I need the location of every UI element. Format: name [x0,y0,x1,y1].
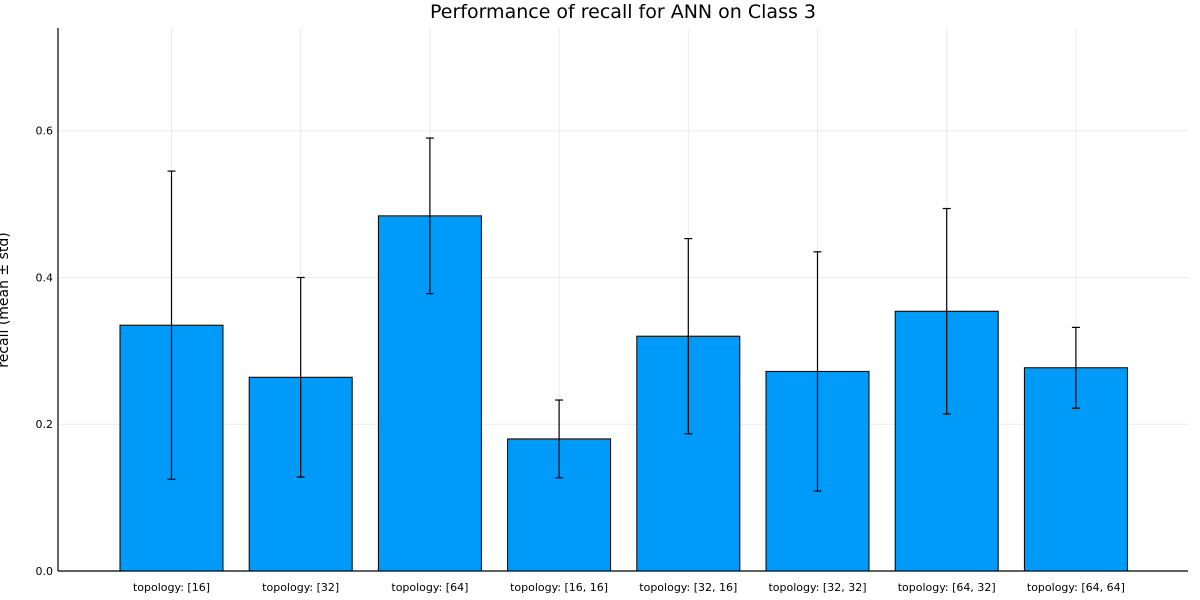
grid-lines [58,28,1188,572]
error-bar [425,137,434,295]
error-bar [684,237,693,435]
error-bar [167,170,176,480]
error-bars [167,137,1080,492]
x-tick-label: topology: [16, 16] [510,581,608,594]
x-tick-label: topology: [64, 32] [898,581,996,594]
chart-title: Performance of recall for ANN on Class 3 [430,1,816,23]
x-tick-labels: topology: [16] topology: [32] topology: [6… [133,581,1125,594]
error-bar [813,251,822,492]
y-tick-label: 0.2 [36,418,54,431]
error-bar [942,207,951,415]
y-axis-label: recall (mean ± std) [0,232,12,368]
error-bar [555,399,564,479]
x-tick-label: topology: [64] [391,581,468,594]
x-tick-label: topology: [64, 64] [1027,581,1125,594]
error-bar [296,276,305,478]
bars [119,215,1128,572]
x-tick-label: topology: [32, 16] [639,581,737,594]
y-tick-labels: 0.0 0.2 0.4 0.6 [36,125,54,578]
y-tick-label: 0.0 [36,565,54,578]
x-tick-label: topology: [16] [133,581,210,594]
error-bar [1071,326,1080,409]
y-tick-label: 0.6 [36,125,54,138]
x-tick-label: topology: [32] [262,581,339,594]
y-tick-label: 0.4 [36,271,54,284]
x-tick-label: topology: [32, 32] [768,581,866,594]
